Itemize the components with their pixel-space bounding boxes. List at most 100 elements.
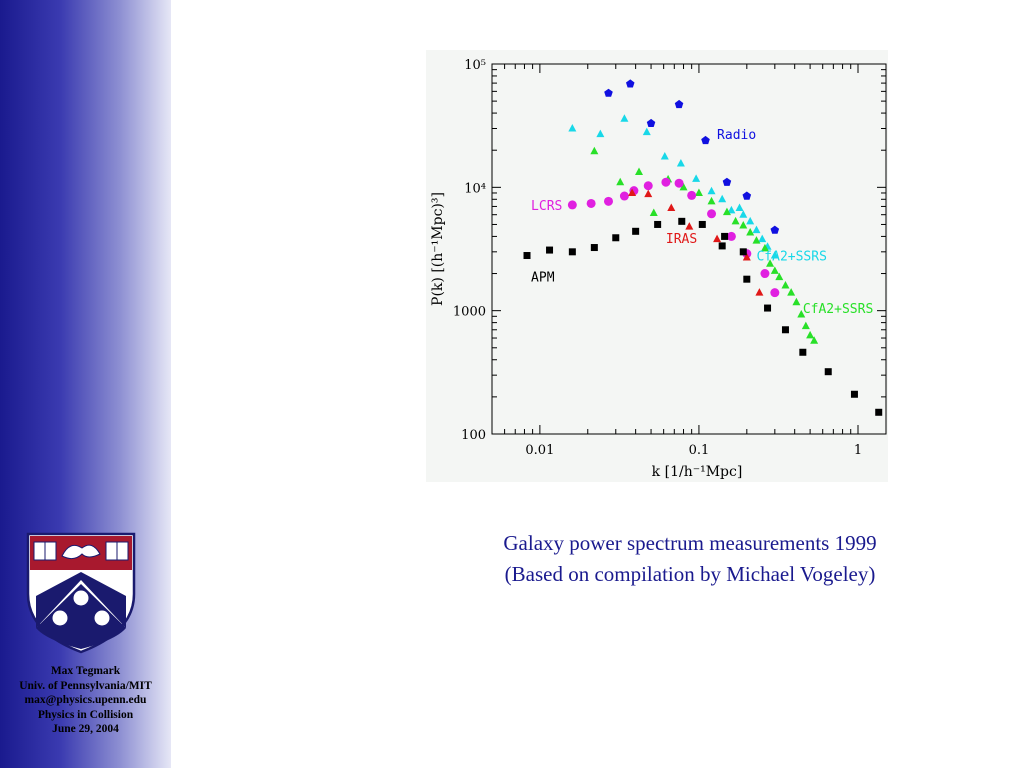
data-point-cfa2-ssrs — [722, 207, 731, 216]
data-point-apm — [523, 252, 531, 260]
data-point-apm — [654, 220, 662, 228]
data-point-cfa2-ssrs — [679, 182, 688, 191]
plot-panel: 0.01 0.1 1 100 1000 10⁴ 10⁵ k [1/h⁻¹Mpc] P(k) [(… — [426, 50, 888, 482]
data-point-iras — [667, 203, 676, 211]
data-point-apm — [850, 390, 858, 398]
data-point-cfa2-ssrs — [590, 146, 599, 155]
data-point-lcrs — [603, 196, 613, 206]
data-point-cfa2-ssrs — [739, 210, 748, 218]
power-spectrum-chart: 0.01 0.1 1 100 1000 10⁴ 10⁵ k [1/h⁻¹Mpc] P(k) [(… — [430, 58, 887, 480]
data-point-apm — [568, 248, 576, 256]
y-tick-label: 10⁴ — [464, 181, 486, 196]
x-tick-label: 0.01 — [525, 443, 554, 458]
y-tick-label: 1000 — [453, 305, 486, 320]
data-point-lcrs — [770, 288, 780, 298]
data-point-cfa2-ssrs — [801, 321, 810, 330]
data-point-apm — [824, 368, 832, 376]
data-point-cfa2-ssrs — [568, 123, 577, 132]
data-point-cfa2-ssrs — [739, 221, 748, 229]
data-point-lcrs — [726, 231, 736, 241]
data-point-cfa2-ssrs — [806, 330, 815, 339]
data-point-cfa2-ssrs — [635, 167, 644, 176]
data-point-apm — [698, 220, 706, 228]
data-point-lcrs — [687, 190, 697, 200]
series-label-apm: APM — [531, 270, 555, 285]
plot-frame — [491, 63, 887, 435]
data-point-cfa2-ssrs — [727, 205, 736, 214]
data-point-radio — [701, 135, 710, 145]
data-point-cfa2-ssrs — [660, 151, 669, 160]
data-point-apm — [721, 232, 729, 240]
caption-line-2: (Based on compilation by Michael Vogeley… — [504, 562, 876, 586]
data-point-radio — [722, 177, 732, 186]
data-point-cfa2-ssrs — [775, 272, 784, 281]
data-point-lcrs — [661, 177, 671, 187]
talk-title: Physics in Collision — [37, 708, 134, 721]
presenter-info: Max Tegmark Univ. of Pennsylvania/MIT ma… — [0, 664, 171, 737]
data-point-lcrs — [707, 209, 717, 219]
data-point-apm — [799, 348, 807, 356]
data-point-cfa2-ssrs — [752, 236, 761, 244]
data-point-cfa2-ssrs — [676, 159, 685, 167]
data-point-cfa2-ssrs — [752, 225, 761, 234]
series-label-iras: IRAS — [666, 232, 697, 247]
data-point-lcrs — [567, 200, 577, 210]
data-point-cfa2-ssrs — [766, 259, 775, 267]
data-point-iras — [685, 222, 694, 230]
data-point-lcrs — [674, 178, 684, 188]
data-point-apm — [875, 408, 883, 416]
y-axis-label: P(k) [(h⁻¹Mpc)³] — [430, 192, 446, 306]
university-crest-logo — [26, 532, 136, 654]
data-point-radio — [770, 225, 780, 234]
x-tick-label: 1 — [854, 443, 862, 458]
data-point-cfa2-ssrs — [649, 208, 658, 216]
data-point-iras — [713, 234, 722, 243]
data-point-lcrs — [760, 269, 770, 279]
y-tick-label: 10⁵ — [464, 58, 486, 73]
data-point-apm — [743, 275, 751, 283]
series-label-lcrs: LCRS — [531, 199, 562, 214]
data-point-iras — [628, 188, 637, 196]
data-point-cfa2-ssrs — [596, 129, 605, 138]
data-point-cfa2-ssrs — [642, 127, 651, 136]
data-point-cfa2-ssrs — [781, 280, 790, 289]
series-label-cfa2-ssrs: CfA2+SSRS — [756, 250, 826, 265]
y-tick-label: 100 — [461, 428, 486, 443]
data-point-apm — [590, 244, 598, 252]
data-point-cfa2-ssrs — [735, 203, 744, 211]
data-point-cfa2-ssrs — [718, 194, 727, 203]
data-point-cfa2-ssrs — [731, 216, 740, 225]
data-point-cfa2-ssrs — [810, 336, 819, 344]
data-point-lcrs — [586, 198, 596, 208]
data-point-cfa2-ssrs — [616, 177, 625, 186]
caption-line-1: Galaxy power spectrum measurements 1999 — [503, 531, 877, 555]
data-point-apm — [739, 248, 747, 256]
data-point-cfa2-ssrs — [694, 188, 703, 196]
data-point-iras — [755, 288, 764, 296]
x-tick-label: 0.1 — [689, 443, 710, 458]
data-point-radio — [626, 79, 635, 88]
series-label-cfa2-ssrs: CfA2+SSRS — [803, 302, 873, 317]
data-point-cfa2-ssrs — [746, 216, 755, 225]
presenter-email: max@physics.upenn.edu — [24, 694, 147, 707]
data-point-radio — [646, 118, 656, 127]
slide-caption: Galaxy power spectrum measurements 1999 … — [420, 528, 960, 590]
data-point-radio — [674, 99, 684, 109]
data-point-cfa2-ssrs — [760, 243, 769, 252]
data-point-cfa2-ssrs — [746, 228, 755, 236]
data-point-cfa2-ssrs — [692, 174, 701, 182]
data-point-iras — [644, 189, 653, 198]
data-point-apm — [764, 304, 772, 312]
presenter-affiliation: Univ. of Pennsylvania/MIT — [19, 679, 152, 692]
data-point-cfa2-ssrs — [707, 186, 716, 195]
presenter-name: Max Tegmark — [50, 665, 121, 677]
data-point-apm — [781, 326, 789, 334]
series-label-radio: Radio — [717, 128, 756, 143]
data-point-iras — [742, 252, 751, 261]
data-point-cfa2-ssrs — [792, 297, 801, 306]
data-point-apm — [546, 246, 554, 254]
data-point-apm — [718, 242, 726, 250]
data-point-cfa2-ssrs — [758, 234, 767, 243]
x-axis-label: k [1/h⁻¹Mpc] — [652, 464, 743, 480]
data-point-apm — [632, 227, 640, 235]
